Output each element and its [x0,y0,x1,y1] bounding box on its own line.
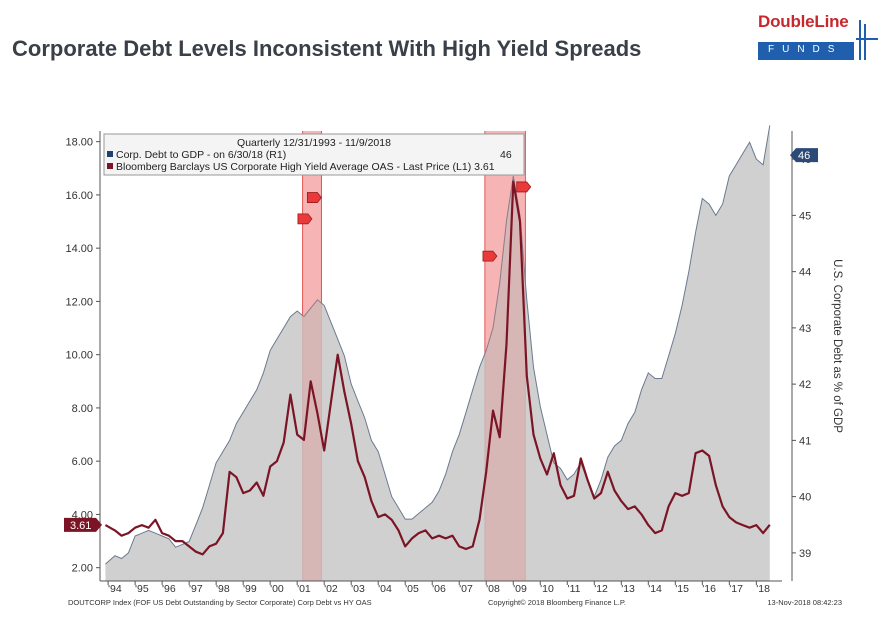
recession-overlay [302,131,322,581]
x-tick-label: '00 [270,583,284,595]
logo-text: DoubleLine [758,12,849,31]
last-value-right: 46 [798,150,810,162]
last-value-left: 3.61 [70,520,91,532]
footer-timestamp: 13-Nov-2018 08:42:23 [767,598,842,607]
x-tick-label: '97 [189,583,203,595]
left-tick-label: 10.00 [65,350,93,362]
x-tick-label: '95 [135,583,149,595]
x-tick-label: '03 [351,583,365,595]
x-tick-label: '07 [459,583,473,595]
footer-copyright: Copyright© 2018 Bloomberg Finance L.P. [488,598,626,607]
logo-lines-icon [856,20,878,60]
event-marker [297,213,313,225]
legend-item-debt-value: 46 [500,149,512,161]
brand-logo: DoubleLine FUNDS [758,12,878,64]
right-tick-label: 42 [799,379,811,391]
last-value-tag-right [790,148,818,163]
x-tick-label: '12 [594,583,608,595]
x-tick-label: '04 [378,583,392,595]
x-tick-label: '18 [756,583,770,595]
event-marker [516,181,532,193]
logo-subtext: FUNDS [768,44,843,55]
x-tick-label: '16 [702,583,716,595]
left-tick-label: 8.00 [72,403,93,415]
legend-swatch-debt [107,151,113,157]
x-tick-label: '13 [621,583,635,595]
x-tick-label: '99 [243,583,257,595]
x-tick-label: '06 [432,583,446,595]
debt-to-gdp-outline [105,125,771,565]
left-tick-label: 16.00 [65,190,93,202]
x-tick-label: '10 [540,583,554,595]
debt-to-gdp-area [105,125,770,582]
hy-oas-line [104,180,771,556]
left-tick-label: 2.00 [72,563,93,575]
x-tick-label: '15 [675,583,689,595]
x-tick-label: '05 [405,583,419,595]
legend-header: Quarterly 12/31/1993 - 11/9/2018 [237,137,391,149]
x-tick-label: '98 [216,583,230,595]
left-tick-label: 12.00 [65,296,93,308]
x-tick-label: '11 [568,583,581,595]
event-marker [482,250,498,262]
right-axis-title: U.S. Corporate Debt as % of GDP [831,259,843,433]
event-marker [306,192,322,203]
right-tick-label: 43 [799,323,811,335]
right-tick-label: 41 [799,435,811,447]
left-tick-label: 18.00 [65,137,93,149]
x-tick-label: '94 [108,583,122,595]
page-title: Corporate Debt Levels Inconsistent With … [12,36,642,61]
legend-item-debt: Corp. Debt to GDP - on 6/30/18 (R1) [116,149,286,161]
right-tick-label: 44 [799,267,811,279]
legend-swatch-hy [107,163,113,169]
left-tick-label: 14.00 [65,243,93,255]
logo-bar [758,42,854,60]
right-tick-label: 40 [799,492,811,504]
x-tick-label: '17 [729,583,743,595]
x-tick-label: '08 [486,583,500,595]
x-tick-label: '14 [648,583,662,595]
right-tick-label: 45 [799,210,811,222]
legend-item-hy: Bloomberg Barclays US Corporate High Yie… [116,161,495,173]
left-tick-label: 6.00 [72,456,93,468]
legend-box [103,133,525,176]
x-tick-label: '02 [324,583,338,595]
last-value-tag-left [64,517,102,532]
x-tick-label: '09 [513,583,527,595]
right-tick-label: 39 [799,548,811,560]
x-tick-label: '96 [162,583,176,595]
x-tick-label: '01 [297,583,311,595]
footer-source: DOUTCORP Index (FOF US Debt Outstanding … [68,598,372,607]
